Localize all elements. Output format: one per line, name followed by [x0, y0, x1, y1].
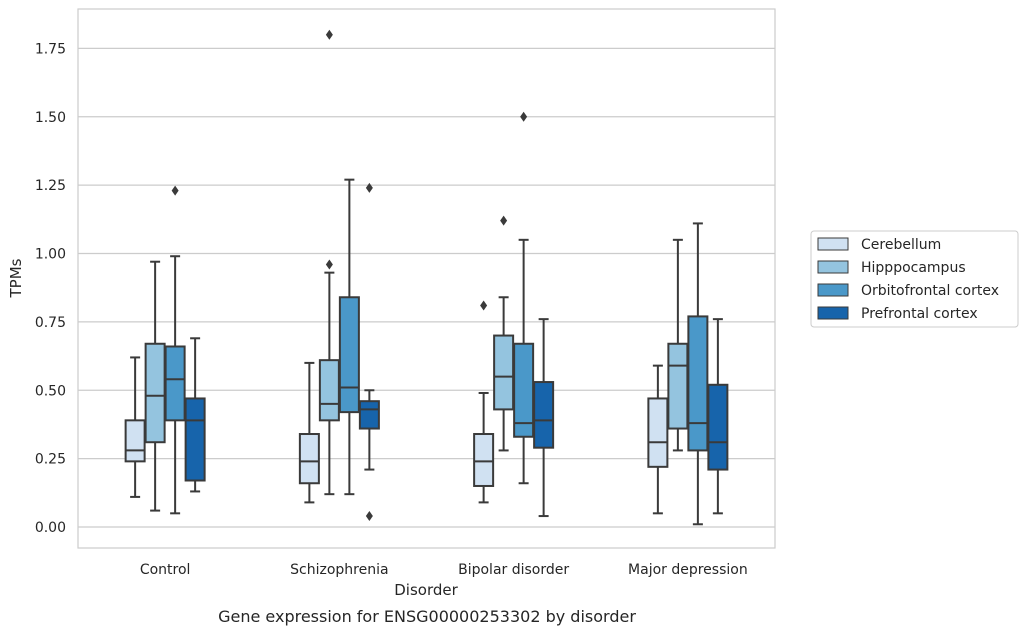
x-tick-label: Major depression [628, 562, 748, 578]
box [144, 342, 166, 444]
box [707, 383, 729, 471]
box [647, 397, 669, 468]
legend-label: Cerebellum [861, 237, 941, 253]
legend-label: Prefrontal cortex [861, 306, 978, 322]
outlier-point [325, 29, 333, 40]
plot-area [77, 8, 776, 549]
box [338, 296, 360, 414]
x-tick-label: Control [140, 562, 191, 578]
box [298, 433, 320, 485]
outlier-point [520, 111, 528, 122]
chart-caption: Gene expression for ENSG00000253302 by d… [218, 607, 636, 626]
x-axis: Control Schizophrenia Bipolar disorder Majo… [140, 562, 748, 578]
legend-frame [810, 230, 1019, 328]
outlier-point [171, 185, 179, 196]
box [164, 345, 186, 422]
box [533, 381, 555, 449]
legend-swatch [817, 260, 849, 274]
y-axis-label: TPMs [7, 258, 25, 298]
x-axis-label: Disorder [394, 581, 458, 599]
box [667, 342, 689, 430]
outlier-point [325, 259, 333, 270]
legend-swatch [817, 306, 849, 320]
outlier-point [365, 511, 373, 522]
y-tick-label: 1.50 [35, 110, 66, 126]
box-series [124, 29, 729, 526]
y-axis: 0.00 0.25 0.50 0.75 1.00 1.25 1.50 1.75 [35, 41, 66, 536]
box [184, 397, 206, 482]
x-tick-label: Bipolar disorder [458, 562, 569, 578]
legend-swatch [817, 237, 849, 251]
y-tick-label: 0.75 [35, 315, 66, 331]
legend-swatch [817, 283, 849, 297]
x-tick-label: Schizophrenia [290, 562, 388, 578]
box [493, 334, 515, 411]
y-tick-label: 1.00 [35, 247, 66, 263]
outlier-point [480, 300, 488, 311]
box [473, 433, 495, 487]
legend-label: Hipppocampus [861, 260, 966, 276]
outlier-point [500, 215, 508, 226]
box [318, 359, 340, 422]
outlier-point [365, 182, 373, 193]
y-tick-label: 1.25 [35, 178, 66, 194]
y-tick-label: 0.00 [35, 520, 66, 536]
box [124, 419, 146, 463]
legend-label: Orbitofrontal cortex [861, 283, 999, 299]
box [687, 315, 709, 452]
box [358, 400, 380, 430]
legend: Cerebellum Hipppocampus Orbitofrontal cort… [810, 230, 1019, 328]
y-tick-label: 1.75 [35, 41, 66, 57]
y-tick-label: 0.50 [35, 383, 66, 399]
y-tick-label: 0.25 [35, 452, 66, 468]
